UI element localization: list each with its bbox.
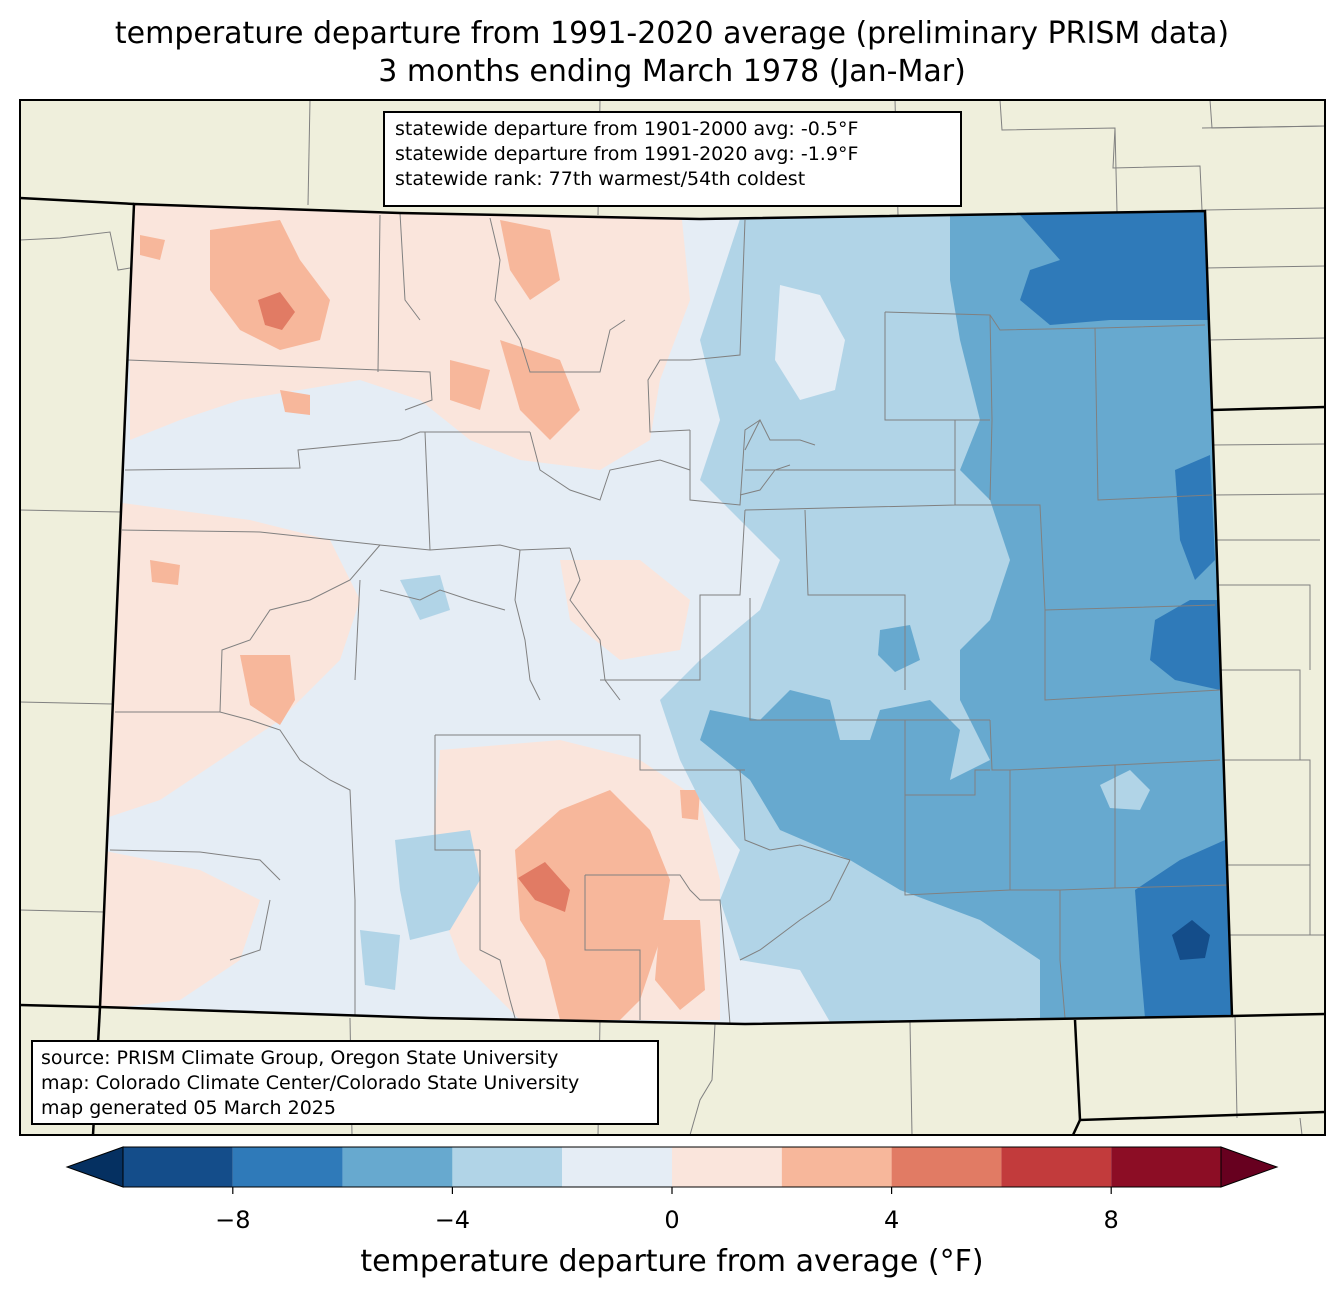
colorbar-bin [232,1147,343,1187]
colorbar-bin [452,1147,563,1187]
statewide-stats-box: statewide departure from 1901-2000 avg: … [383,111,962,207]
colorbar-tick-label: 0 [664,1206,680,1234]
map-credit-line: map: Colorado Climate Center/Colorado St… [41,1072,580,1094]
generated-date-line: map generated 05 March 2025 [41,1097,336,1119]
colorbar-bin [672,1147,782,1187]
map-title: temperature departure from 1991-2020 ave… [114,16,1230,51]
colorado-county-lines [109,212,1229,1024]
colorbar-under-arrow [65,1146,124,1188]
map-subtitle: 3 months ending March 1978 (Jan-Mar) [378,54,966,89]
colorbar-bin [891,1147,1002,1187]
stats-line-1901-2000: statewide departure from 1901-2000 avg: … [395,118,859,140]
colorbar-bin [342,1147,453,1187]
colorbar-tick-label: −4 [434,1206,471,1234]
temperature-contours [100,204,1232,1024]
stats-line-1991-2020: statewide departure from 1991-2020 avg: … [395,143,859,165]
source-line: source: PRISM Climate Group, Oregon Stat… [41,1047,559,1069]
colorbar-bin [1001,1147,1112,1187]
colorbar-tick-label: 4 [883,1206,900,1234]
source-box: source: PRISM Climate Group, Oregon Stat… [31,1040,659,1125]
colorbar-bin [562,1147,672,1187]
colorbar-bin [1111,1147,1221,1187]
colorbar-over-arrow [1220,1146,1279,1188]
colorbar-label: temperature departure from average (°F) [360,1244,984,1279]
map-frame-border [19,99,1326,1136]
colorbar-bin [123,1147,233,1187]
colorbar-tick-label: 8 [1103,1206,1119,1234]
colorbar-bin [781,1147,892,1187]
colorbar-tick-label: −8 [215,1206,251,1234]
colorbar [65,1146,1279,1194]
stats-line-rank: statewide rank: 77th warmest/54th coldes… [395,168,806,190]
